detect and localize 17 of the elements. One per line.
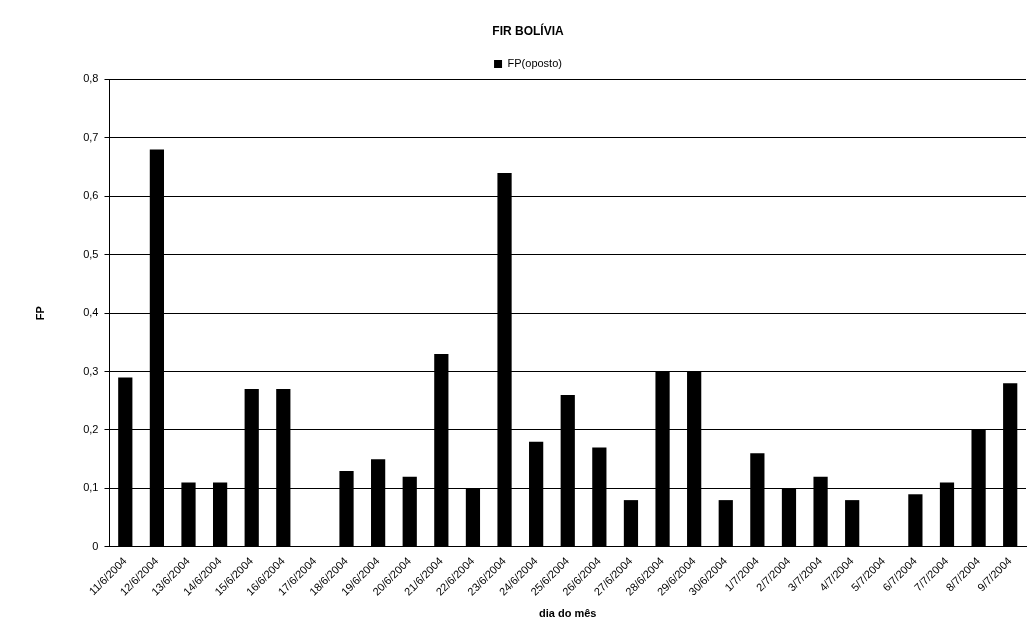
chart-title: FIR BOLÍVIA (492, 22, 564, 38)
x-axis-title: dia do mês (539, 607, 597, 620)
bar (718, 500, 733, 547)
bar (845, 500, 860, 547)
bar (623, 500, 639, 547)
y-tick-label: 0,6 (83, 189, 99, 202)
legend-label: FP(oposto) (507, 56, 562, 69)
y-tick-label: 0,4 (83, 306, 99, 319)
y-tick-label: 0,7 (83, 130, 99, 143)
y-tick-label: 0,1 (83, 481, 99, 494)
y-tick-label: 0,2 (83, 423, 99, 436)
y-tick-label: 0 (92, 539, 99, 552)
y-tick-label: 0,3 (83, 364, 99, 377)
bar (908, 494, 923, 547)
y-tick-label: 0,5 (83, 247, 99, 260)
y-tick-label: 0,8 (83, 72, 99, 85)
y-axis-title: FP (33, 306, 46, 321)
